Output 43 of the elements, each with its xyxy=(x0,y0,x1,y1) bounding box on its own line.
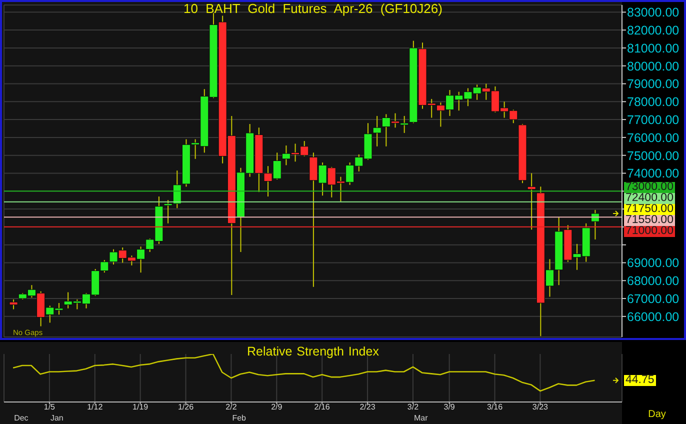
ref-line-label: 72400.00 xyxy=(624,192,676,204)
candlestick xyxy=(372,115,382,147)
text: 71750.00 xyxy=(624,202,676,215)
x-tick-label: 2/9 xyxy=(271,402,283,412)
x-tick-label: 3/23 xyxy=(532,402,549,412)
text: Mar xyxy=(414,414,428,422)
y-tick-label: 79000.00 xyxy=(627,77,680,92)
y-tick-label: 77000.00 xyxy=(627,112,680,127)
x-tick-label: 1/19 xyxy=(132,402,149,412)
text: Feb xyxy=(232,414,247,422)
candlestick xyxy=(590,209,600,240)
y-tick-label: 68000.00 xyxy=(627,274,680,288)
x-tick-label: 3/9 xyxy=(444,402,456,412)
y-tick-label: 81000.00 xyxy=(627,41,680,56)
y-tick-label: 76000.00 xyxy=(627,130,680,145)
ref-line-label: 71550.00 xyxy=(624,214,676,226)
y-tick-label: 82000.00 xyxy=(627,23,680,38)
text: 44.75 xyxy=(624,374,656,386)
y-tick-label: 75000.00 xyxy=(627,148,680,163)
text: Day xyxy=(648,409,666,420)
y-tick-label: 66000.00 xyxy=(627,310,680,324)
candlestick xyxy=(527,172,536,230)
x-tick-label: 1/12 xyxy=(87,402,104,412)
chart-title: Relative Strength Index xyxy=(247,344,380,358)
y-tick-label: 78000.00 xyxy=(627,95,680,110)
ref-line-label: 73000.00 xyxy=(624,180,676,193)
text: Jan xyxy=(50,414,64,422)
candlestick xyxy=(9,298,18,310)
chart-title: 10 BAHT Gold Futures Apr-26 (GF10J26) xyxy=(184,1,442,16)
x-tick-label: 3/2 xyxy=(407,402,420,412)
text: Dec xyxy=(14,414,28,422)
x-tick-label: 2/16 xyxy=(314,402,330,412)
ref-line-label: 71000.00 xyxy=(624,224,676,237)
y-tick-label: 67000.00 xyxy=(627,292,680,306)
x-tick-label: 2/2 xyxy=(226,402,238,412)
y-tick-label: 74000.00 xyxy=(627,166,680,181)
x-tick-label: 3/16 xyxy=(486,402,504,412)
x-tick-label: 2/23 xyxy=(360,402,376,412)
x-tick-label: 1/26 xyxy=(178,402,194,412)
x-tick-label: 1/5 xyxy=(44,402,56,412)
y-tick-label: 80000.00 xyxy=(627,59,680,74)
y-tick-label: 69000.00 xyxy=(627,256,680,270)
y-tick-label: 83000.00 xyxy=(627,6,680,20)
